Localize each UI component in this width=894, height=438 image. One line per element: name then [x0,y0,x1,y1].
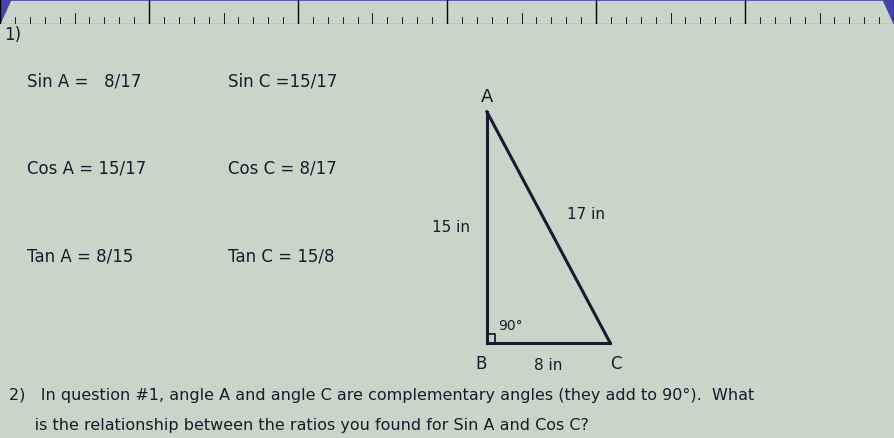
Text: C: C [611,355,622,373]
Text: A: A [481,88,493,106]
Text: 1): 1) [4,26,21,44]
Text: 90°: 90° [499,318,523,332]
Text: 15 in: 15 in [432,220,470,235]
Text: Tan C = 15/8: Tan C = 15/8 [228,247,334,265]
Text: Sin C =15/17: Sin C =15/17 [228,72,337,90]
Polygon shape [0,0,11,24]
Polygon shape [883,0,894,24]
Text: B: B [475,355,486,373]
Text: Tan A = 8/15: Tan A = 8/15 [27,247,133,265]
Text: Cos C = 8/17: Cos C = 8/17 [228,159,337,178]
Text: Sin A =   8/17: Sin A = 8/17 [27,72,141,90]
Text: is the relationship between the ratios you found for Sin A and Cos C?: is the relationship between the ratios y… [9,418,589,433]
Text: 17 in: 17 in [567,208,605,223]
Text: Cos A = 15/17: Cos A = 15/17 [27,159,146,178]
Text: 2)   In question #1, angle A and angle C are complementary angles (they add to 9: 2) In question #1, angle A and angle C a… [9,388,755,403]
Text: 8 in: 8 in [535,358,562,373]
